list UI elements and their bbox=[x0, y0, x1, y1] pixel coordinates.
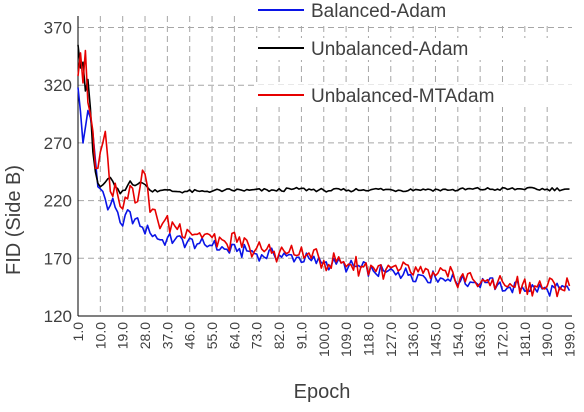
x-tick-label: 190.0 bbox=[539, 322, 555, 357]
axes bbox=[77, 16, 572, 317]
y-axis-label: FID (Side B) bbox=[3, 165, 25, 275]
x-tick-label: 136.0 bbox=[405, 322, 421, 357]
legend-background bbox=[256, 0, 574, 22]
legend-label: Unbalanced-Adam bbox=[311, 39, 468, 60]
x-tick-label: 64.0 bbox=[226, 322, 242, 349]
legend-label: Unbalanced-MTAdam bbox=[311, 86, 494, 107]
x-tick-label: 82.0 bbox=[271, 322, 287, 349]
x-tick-label: 46.0 bbox=[182, 322, 198, 349]
x-tick-labels: 1.0 10.0 19.0 28.0 37.0 46.0 55.0 64.0 73.0 82.0 9… bbox=[70, 322, 578, 357]
x-tick-label: 154.0 bbox=[450, 322, 466, 357]
x-tick-label: 172.0 bbox=[494, 322, 510, 357]
y-tick-label: 270 bbox=[44, 134, 72, 153]
grid-lines bbox=[78, 16, 572, 316]
x-tick-label: 163.0 bbox=[472, 322, 488, 357]
x-tick-label: 19.0 bbox=[115, 322, 131, 349]
x-tick-label: 145.0 bbox=[427, 322, 443, 357]
y-tick-label: 170 bbox=[44, 249, 72, 268]
series-line-unbalanced-mtadam bbox=[77, 49, 571, 298]
x-tick-label: 127.0 bbox=[383, 322, 399, 357]
y-tick-label: 220 bbox=[44, 192, 72, 211]
legend-background bbox=[256, 38, 574, 60]
y-tick-label: 320 bbox=[44, 76, 72, 95]
x-tick-label: 37.0 bbox=[159, 322, 175, 349]
y-tick-label: 120 bbox=[44, 307, 72, 326]
x-tick-label: 28.0 bbox=[137, 322, 153, 349]
x-tick-label: 181.0 bbox=[517, 322, 533, 357]
data-series bbox=[77, 44, 571, 298]
x-axis-label: Epoch bbox=[294, 381, 351, 403]
x-tick-label: 199.0 bbox=[562, 322, 578, 357]
legend-background bbox=[256, 85, 574, 107]
x-tick-label: 1.0 bbox=[70, 322, 86, 342]
x-tick-label: 109.0 bbox=[338, 322, 354, 357]
x-tick-label: 10.0 bbox=[92, 322, 108, 349]
legend: Balanced-Adam Unbalanced-Adam Unbalanced-M… bbox=[256, 0, 574, 107]
y-tick-labels: 120 170 220 270 320 370 bbox=[44, 19, 72, 326]
x-tick-label: 91.0 bbox=[293, 322, 309, 349]
legend-label: Balanced-Adam bbox=[311, 1, 446, 22]
x-tick-label: 55.0 bbox=[204, 322, 220, 349]
series-line-unbalanced-adam bbox=[77, 44, 570, 195]
y-tick-label: 370 bbox=[44, 19, 72, 38]
x-tick-label: 100.0 bbox=[316, 322, 332, 357]
x-tick-label: 118.0 bbox=[360, 322, 376, 356]
x-tick-label: 73.0 bbox=[249, 322, 265, 349]
